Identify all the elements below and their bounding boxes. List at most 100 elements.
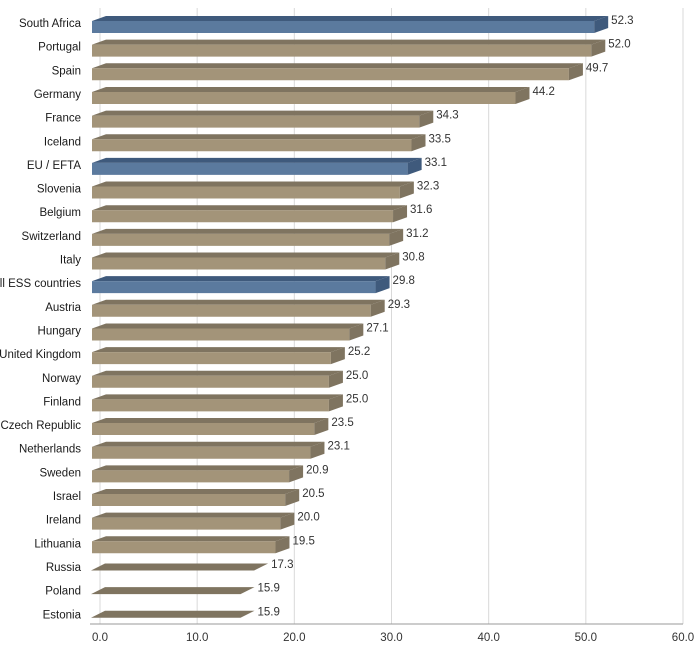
bar-italy bbox=[92, 252, 400, 270]
bar-end-face bbox=[310, 441, 325, 459]
bar-end-face bbox=[515, 86, 530, 104]
bar-norway bbox=[92, 370, 343, 388]
bar-layer bbox=[91, 16, 609, 618]
bar-ireland bbox=[92, 512, 295, 530]
bar-russia bbox=[91, 563, 269, 571]
category-label-netherlands: Netherlands bbox=[19, 444, 81, 456]
bar-czech-republic bbox=[92, 418, 329, 436]
category-label-lithuania: Lithuania bbox=[34, 538, 81, 550]
bar-spain bbox=[92, 63, 583, 81]
bar-lithuania bbox=[92, 536, 290, 554]
bar-front-face bbox=[92, 304, 371, 317]
bar-end-face bbox=[591, 39, 606, 57]
category-label-ireland: Ireland bbox=[46, 515, 81, 527]
bar-top-face bbox=[92, 418, 329, 424]
value-label-switzerland: 31.2 bbox=[406, 228, 428, 240]
bar-end-face bbox=[314, 418, 329, 436]
value-label-netherlands: 23.1 bbox=[327, 441, 349, 453]
category-label-norway: Norway bbox=[42, 373, 81, 385]
bar-hungary bbox=[92, 323, 364, 341]
category-label-south-africa: South Africa bbox=[19, 18, 82, 30]
category-label-switzerland: Switzerland bbox=[22, 231, 81, 243]
value-label-hungary: 27.1 bbox=[366, 322, 388, 334]
bar-end-face bbox=[389, 228, 404, 246]
bar-front-face bbox=[92, 281, 376, 294]
x-axis: 0.0 10.0 20.0 30.0 40.0 50.0 60.0 bbox=[90, 623, 694, 644]
bar-front-face bbox=[92, 115, 420, 128]
bar-end-face bbox=[419, 110, 434, 128]
bar-end-face bbox=[330, 347, 345, 365]
bar-end-face bbox=[393, 205, 408, 223]
bar-front-face bbox=[92, 233, 390, 246]
value-label-germany: 44.2 bbox=[532, 86, 554, 98]
value-label-all-ess-countries: 29.8 bbox=[393, 275, 415, 287]
bar-top-face bbox=[92, 441, 325, 447]
bar-top-face bbox=[92, 276, 390, 282]
x-tick-label: 0.0 bbox=[92, 632, 108, 644]
value-label-iceland: 33.5 bbox=[429, 133, 451, 145]
bar-south-africa bbox=[92, 16, 609, 33]
value-label-poland: 15.9 bbox=[257, 583, 279, 595]
bar-slovenia bbox=[92, 181, 414, 199]
value-label-lithuania: 19.5 bbox=[292, 535, 314, 547]
category-label-estonia: Estonia bbox=[43, 609, 82, 621]
bar-austria bbox=[92, 299, 385, 317]
bar-front-face bbox=[92, 328, 350, 341]
bar-sweden bbox=[92, 465, 304, 483]
value-label-israel: 20.5 bbox=[302, 488, 324, 500]
bar-top-face bbox=[92, 181, 414, 187]
category-label-belgium: Belgium bbox=[39, 207, 81, 219]
bar-end-face bbox=[370, 299, 385, 317]
bar-end-face bbox=[275, 536, 290, 554]
bar-front-face bbox=[92, 494, 286, 506]
bar-top-face bbox=[92, 347, 345, 353]
category-label-austria: Austria bbox=[45, 302, 81, 314]
value-label-austria: 29.3 bbox=[388, 299, 410, 311]
x-tick-label: 40.0 bbox=[477, 632, 499, 644]
bar-end-face bbox=[280, 512, 295, 530]
bar-top-face bbox=[92, 299, 385, 305]
bar-top-face bbox=[92, 489, 300, 494]
bar-top-face bbox=[92, 39, 606, 45]
bar-front-face bbox=[92, 352, 331, 365]
bar-end-face bbox=[289, 465, 304, 483]
category-label-czech-republic: Czech Republic bbox=[0, 420, 81, 432]
bar-front-face bbox=[92, 139, 412, 152]
bar-front-face bbox=[92, 446, 311, 459]
value-label-italy: 30.8 bbox=[402, 252, 424, 264]
bar-finland bbox=[92, 394, 343, 412]
bar-top-face bbox=[92, 394, 343, 400]
category-label-sweden: Sweden bbox=[39, 467, 81, 479]
bar-front-face bbox=[92, 257, 386, 270]
bar-end-face bbox=[285, 489, 300, 506]
bar-front-face bbox=[92, 470, 290, 483]
bar-end-face bbox=[385, 252, 400, 270]
bar-top-face bbox=[92, 134, 426, 140]
value-label-united-kingdom: 25.2 bbox=[348, 346, 370, 358]
x-tick-label: 50.0 bbox=[575, 632, 597, 644]
bar-end-face bbox=[399, 181, 414, 199]
bar-germany bbox=[92, 86, 530, 104]
bar-front-face bbox=[92, 210, 394, 223]
value-label-norway: 25.0 bbox=[346, 370, 368, 382]
bar-front-face bbox=[92, 162, 408, 175]
bar-end-face bbox=[411, 134, 426, 152]
bar-end-face bbox=[328, 394, 343, 412]
x-tick-label: 10.0 bbox=[186, 632, 208, 644]
value-label-russia: 17.3 bbox=[271, 559, 293, 571]
bar-top-face bbox=[92, 63, 583, 69]
bar-front-face bbox=[92, 186, 400, 199]
bar-front-face bbox=[92, 375, 329, 388]
category-label-russia: Russia bbox=[46, 562, 82, 574]
bar-all-ess-countries bbox=[92, 276, 390, 294]
bar-end-face bbox=[328, 370, 343, 388]
bar-united-kingdom bbox=[92, 347, 345, 365]
bar-top-face bbox=[92, 157, 422, 163]
category-label-finland: Finland bbox=[43, 396, 81, 408]
value-label-estonia: 15.9 bbox=[257, 606, 279, 618]
bar-top-face bbox=[92, 110, 434, 116]
bar-top-face bbox=[92, 16, 609, 21]
category-label-germany: Germany bbox=[34, 89, 82, 101]
